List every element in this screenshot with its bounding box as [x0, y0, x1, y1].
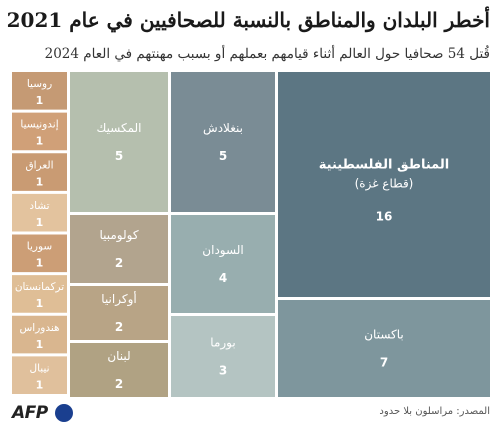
cell-value: 1	[36, 94, 44, 107]
treemap-cell	[12, 153, 67, 191]
cell-value: 1	[36, 216, 44, 229]
cell-label: باكستان	[364, 328, 404, 342]
cell-label: هندوراس	[19, 322, 59, 334]
cell-value: 4	[219, 271, 227, 285]
cell-label: إندونيسيا	[20, 119, 58, 131]
cell-label: كولومبيا	[99, 228, 138, 243]
treemap-cell	[171, 215, 275, 313]
cell-value: 2	[115, 320, 123, 334]
cell-value: 7	[380, 356, 388, 370]
chart-subtitle: قُتل 54 صحافيا حول العالم أثناء قيامهم ب…	[44, 46, 490, 62]
cell-value: 1	[36, 175, 44, 188]
cell-label: سوريا	[27, 241, 52, 253]
cell-value: 1	[36, 297, 44, 310]
treemap-cell	[12, 193, 67, 232]
cell-label: روسيا	[27, 78, 52, 90]
treemap-cell	[278, 72, 490, 297]
treemap-cell	[12, 315, 67, 354]
cell-label: نيبال	[29, 362, 49, 374]
treemap-cell	[171, 316, 275, 397]
cell-value: 16	[376, 210, 393, 224]
cell-label: تركمانستان	[15, 281, 64, 293]
cell-label: السودان	[202, 243, 243, 258]
cell-value: 1	[36, 378, 44, 391]
treemap-cell	[278, 300, 490, 397]
cell-value: 5	[115, 149, 123, 163]
afp-logo-text: AFP	[12, 403, 48, 423]
cell-sublabel: (قطاع غزة)	[355, 177, 414, 192]
cell-value: 1	[36, 135, 44, 148]
cell-value: 3	[219, 364, 227, 378]
cell-label: بورما	[210, 336, 235, 351]
cell-label: أوكرانيا	[101, 291, 136, 307]
cell-label: بنغلادش	[203, 121, 243, 136]
cell-label: العراق	[25, 159, 53, 171]
treemap-cell	[70, 72, 168, 212]
treemap-cell	[12, 275, 67, 313]
cell-value: 2	[115, 377, 123, 391]
chart-title: أخطر البلدان والمناطق بالنسبة للصحافيين …	[6, 8, 490, 32]
treemap-cell	[70, 215, 168, 283]
treemap-cell	[12, 112, 67, 151]
treemap-cell	[12, 72, 67, 110]
cell-label: تشاد	[29, 200, 49, 212]
cell-label: لبنان	[107, 349, 130, 363]
treemap-cell	[12, 234, 67, 273]
cell-value: 1	[36, 338, 44, 351]
treemap-cell	[12, 356, 67, 394]
cell-value: 1	[36, 257, 44, 270]
cell-value: 2	[115, 256, 123, 270]
cell-label: المناطق الفلسطينية	[319, 158, 449, 173]
cell-value: 5	[219, 149, 227, 163]
source-note: المصدر: مراسلون بلا حدود	[379, 406, 490, 417]
cell-label: المكسيك	[97, 121, 142, 135]
globe-icon	[55, 404, 73, 422]
treemap-cell	[171, 72, 275, 212]
treemap-cell	[70, 343, 168, 397]
treemap-cell	[70, 286, 168, 340]
afp-logo: AFP	[12, 402, 82, 424]
